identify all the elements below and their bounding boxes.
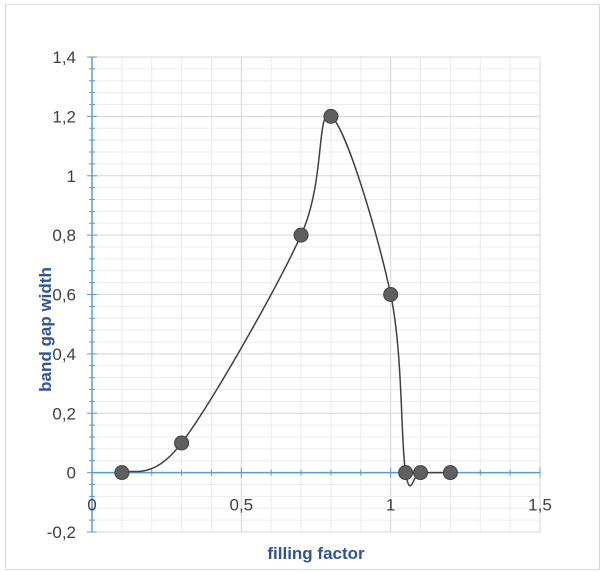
axes: [87, 56, 541, 533]
y-tick-label: 1: [67, 167, 76, 186]
data-point: [114, 465, 130, 481]
y-tick-label: 0,4: [52, 345, 76, 364]
data-point: [174, 435, 190, 451]
data-point: [413, 465, 429, 481]
y-tick-label: 0,6: [52, 286, 76, 305]
data-point: [383, 287, 399, 302]
y-axis-title: band gap width: [36, 267, 55, 392]
chart-area: 0 0,5 1 1,5 -0,2 0 0,2 0,4 0,6 0,8 1 1,2 1,4 filling…: [5, 4, 600, 570]
y-tick-label: 0: [67, 464, 76, 483]
y-tick-label: 0,8: [52, 226, 76, 245]
x-tick-label: 1: [386, 496, 395, 515]
x-axis-title: filling factor: [267, 544, 365, 563]
x-tick-label: 0: [87, 496, 96, 515]
data-point: [398, 465, 414, 481]
series-line: [121, 114, 451, 487]
data-point: [323, 108, 339, 124]
x-tick-label: 1,5: [528, 496, 552, 515]
data-points: [114, 108, 458, 481]
tick-labels: 0 0,5 1 1,5 -0,2 0 0,2 0,4 0,6 0,8 1 1,2 1,4: [47, 48, 552, 542]
x-tick-label: 0,5: [230, 496, 254, 515]
data-point: [293, 227, 309, 243]
y-tick-label: 1,4: [52, 48, 76, 67]
y-tick-label: -0,2: [47, 523, 76, 542]
scatter-chart: 0 0,5 1 1,5 -0,2 0 0,2 0,4 0,6 0,8 1 1,2 1,4 filling…: [36, 48, 552, 563]
smoothed-series-line: [121, 114, 451, 487]
y-tick-label: 0,2: [52, 404, 76, 423]
y-tick-label: 1,2: [52, 107, 76, 126]
data-point: [442, 465, 458, 481]
